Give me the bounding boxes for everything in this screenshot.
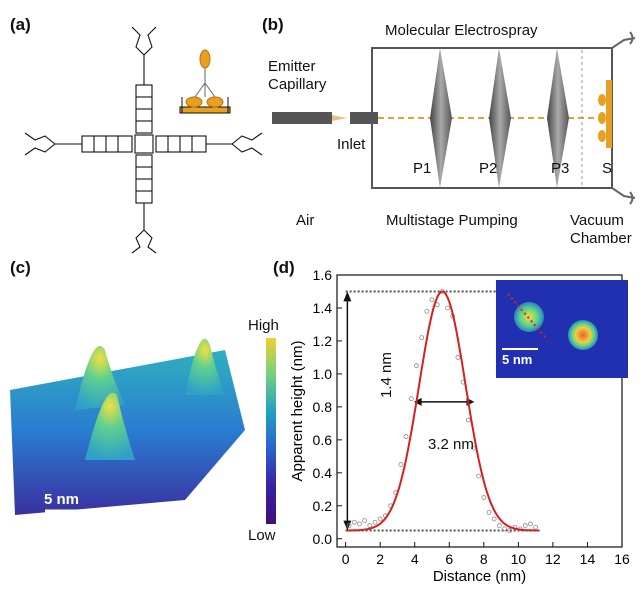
x-tick-label: 10: [511, 551, 527, 567]
vacuum-label: Vacuum: [570, 212, 624, 229]
y-tick-label: 0.0: [313, 531, 333, 547]
stm-3d-topography: [5, 290, 250, 550]
air-label: Air: [296, 212, 314, 229]
arm-left: [25, 133, 132, 155]
stage-p1-label: P1: [413, 160, 431, 177]
stm-inset-image: 5 nm: [496, 280, 628, 378]
chamber-label: Chamber: [570, 230, 632, 247]
stage-p2-label: P2: [479, 160, 497, 177]
data-point: [373, 520, 377, 524]
data-point: [456, 355, 460, 359]
colorbar-low-label: Low: [248, 527, 276, 544]
data-point: [430, 298, 434, 302]
data-point: [528, 522, 532, 526]
data-point: [425, 309, 429, 313]
x-tick-label: 14: [580, 551, 596, 567]
stage-p3-label: P3: [551, 160, 569, 177]
data-point: [446, 306, 450, 310]
data-point: [477, 474, 481, 478]
arm-right: [156, 133, 262, 155]
data-point: [492, 517, 496, 521]
y-axis-label: Apparent height (nm): [290, 341, 306, 482]
data-point: [378, 517, 382, 521]
data-point: [368, 524, 372, 528]
x-tick-label: 12: [545, 551, 561, 567]
arm-up: [132, 27, 156, 133]
data-point: [414, 364, 418, 368]
data-point: [363, 519, 367, 523]
data-point: [534, 525, 538, 529]
x-tick-label: 16: [614, 551, 630, 567]
y-tick-label: 1.6: [313, 267, 333, 283]
c-scalebar-label: 5 nm: [44, 491, 79, 508]
inlet-tube: [350, 112, 378, 124]
y-tick-label: 0.8: [313, 399, 333, 415]
y-tick-label: 0.4: [313, 465, 333, 481]
pumping-label: Multistage Pumping: [386, 212, 518, 229]
x-tick-label: 6: [445, 551, 453, 567]
x-tick-label: 4: [411, 551, 419, 567]
arm-down: [132, 155, 156, 253]
data-point: [357, 522, 361, 526]
sample-substrate: [606, 80, 612, 148]
data-point: [523, 524, 527, 528]
data-point: [352, 520, 356, 524]
width-annotation: 3.2 nm: [428, 436, 474, 453]
inset-scalebar: [502, 348, 538, 350]
molecule-structure-diagram: [20, 25, 270, 255]
y-tick-label: 1.0: [313, 366, 333, 382]
inset-scalebar-label: 5 nm: [502, 352, 532, 367]
data-point: [497, 524, 501, 528]
colorbar-high-label: High: [248, 317, 279, 334]
y-tick-label: 1.2: [313, 333, 333, 349]
y-tick-label: 0.2: [313, 498, 333, 514]
height-arrow-head-top: [343, 291, 351, 301]
data-point: [409, 397, 413, 401]
data-point: [466, 418, 470, 422]
x-axis-label: Distance (nm): [433, 568, 526, 585]
data-point: [503, 527, 507, 531]
data-point: [404, 435, 408, 439]
height-annotation: 1.4 nm: [378, 352, 395, 398]
x-tick-label: 2: [376, 551, 384, 567]
x-tick-label: 8: [480, 551, 488, 567]
emitter-label: Emitter: [268, 58, 316, 75]
y-tick-label: 0.6: [313, 432, 333, 448]
emitter-capillary: [272, 112, 332, 124]
y-tick-label: 1.4: [313, 300, 333, 316]
molecule-cartoon: [180, 50, 230, 113]
panel-c-label: (c): [10, 258, 31, 278]
lens-p1: [430, 48, 452, 188]
data-point: [420, 336, 424, 340]
data-point: [487, 510, 491, 514]
sample-label: S: [602, 160, 612, 177]
colorbar: [266, 338, 276, 524]
data-point: [399, 463, 403, 467]
capillary-label: Capillary: [268, 76, 326, 93]
data-point: [482, 496, 486, 500]
x-tick-label: 0: [342, 551, 350, 567]
inlet-label: Inlet: [337, 136, 365, 153]
electrospray-title: Molecular Electrospray: [385, 22, 538, 39]
